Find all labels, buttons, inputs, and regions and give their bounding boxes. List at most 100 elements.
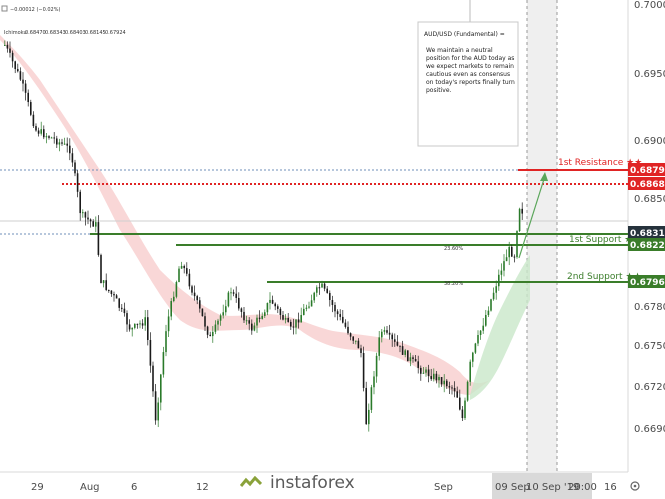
candle-body xyxy=(170,301,172,317)
candle-body xyxy=(464,400,466,419)
candle-body xyxy=(420,367,422,374)
candle-body xyxy=(375,355,378,377)
candle-body xyxy=(394,339,396,342)
candle-body xyxy=(277,306,279,309)
candlestick-series xyxy=(4,40,523,432)
candle-body xyxy=(105,280,107,290)
price-tag-support-2 xyxy=(628,275,665,288)
candle-body xyxy=(144,317,146,326)
indicator-value: 0.68145 xyxy=(85,30,106,36)
candle-body xyxy=(469,361,471,382)
candle-body xyxy=(422,372,425,374)
forecast-arrow xyxy=(518,175,546,259)
candle-body xyxy=(227,292,230,307)
candle-body xyxy=(258,317,261,319)
candle-body xyxy=(232,292,235,294)
candle-body xyxy=(212,331,214,337)
time-tick: 09 Sep xyxy=(495,482,530,493)
fib-label: 38.20% xyxy=(444,281,463,287)
candle-body xyxy=(516,231,518,258)
candle-body xyxy=(297,319,300,323)
candle-body xyxy=(9,48,11,53)
candle-body xyxy=(308,306,310,308)
candle-body xyxy=(357,340,360,349)
candle-body xyxy=(334,304,336,312)
candle-body xyxy=(451,387,453,389)
candle-body xyxy=(160,374,162,403)
candle-body xyxy=(482,325,484,331)
price-tag-text: 0.67961 xyxy=(630,278,665,288)
indicator-value: 0.68343 xyxy=(45,30,66,36)
candle-body xyxy=(100,254,102,284)
fib-label: 23.60% xyxy=(444,246,463,252)
candle-body xyxy=(513,256,516,258)
candle-body xyxy=(71,153,74,163)
candle-body xyxy=(381,331,383,338)
note-title: AUD/USD (Fundamental) = xyxy=(424,31,505,38)
ichimoku-cloud-bull xyxy=(470,255,530,400)
price-tag-text: 0.68797 xyxy=(630,166,665,176)
candle-body xyxy=(399,345,401,347)
candle-body xyxy=(425,369,427,373)
candle-body xyxy=(225,306,227,313)
candle-body xyxy=(152,365,154,392)
candle-body xyxy=(433,373,435,380)
candle-body xyxy=(342,316,344,323)
candle-body xyxy=(30,102,32,115)
candle-body xyxy=(331,300,334,305)
price-tick: 0.69500 xyxy=(634,69,665,80)
candle-body xyxy=(386,330,388,333)
candle-body xyxy=(92,221,94,227)
price-tag-support-1 xyxy=(628,238,665,251)
candle-body xyxy=(123,308,126,314)
candle-body xyxy=(128,324,131,330)
candle-body xyxy=(427,369,430,377)
candle-body xyxy=(136,323,139,325)
candle-body xyxy=(303,308,305,315)
candle-body xyxy=(479,330,482,335)
note-line: we expect markets to remain xyxy=(426,63,514,70)
candle-body xyxy=(238,297,240,309)
candle-body xyxy=(459,397,461,410)
candle-body xyxy=(290,321,292,327)
price-tick: 0.67800 xyxy=(634,302,665,313)
candle-body xyxy=(201,308,204,317)
candle-body xyxy=(35,126,37,131)
time-tick: 10 Sep '19 xyxy=(526,482,579,493)
candle-body xyxy=(53,137,55,139)
candle-body xyxy=(121,307,123,309)
candle-body xyxy=(339,314,341,317)
candle-body xyxy=(256,317,258,326)
candle-body xyxy=(407,350,409,362)
candle-body xyxy=(378,337,380,356)
time-axis[interactable]: 29 Aug 6 12 Sep 09 Sep 10 Sep '19 20:00 … xyxy=(31,473,640,499)
collapse-icon[interactable] xyxy=(1,5,8,12)
settings-gear-icon[interactable] xyxy=(630,481,640,491)
candle-body xyxy=(313,292,315,301)
candle-body xyxy=(505,257,508,262)
candle-body xyxy=(126,313,128,325)
candle-body xyxy=(76,173,79,192)
time-tick: 6 xyxy=(131,482,137,493)
candle-body xyxy=(149,339,152,366)
fundamental-note[interactable]: AUD/USD (Fundamental) = We maintain a ne… xyxy=(417,0,519,147)
candle-body xyxy=(443,380,445,385)
price-tag-text: 0.68687 xyxy=(630,180,665,190)
candle-body xyxy=(414,359,417,362)
candle-body xyxy=(500,270,503,275)
candle-body xyxy=(209,334,211,337)
instaforex-logo-icon xyxy=(240,476,262,490)
candle-body xyxy=(82,212,84,214)
candle-body xyxy=(204,316,206,327)
price-tick: 0.68500 xyxy=(634,194,665,205)
price-axis[interactable]: 0.70000 0.69500 0.69000 0.68500 0.67800 … xyxy=(634,0,665,435)
candle-body xyxy=(251,323,253,331)
price-tick: 0.66900 xyxy=(634,424,665,435)
candle-body xyxy=(282,314,284,320)
candle-body xyxy=(352,336,354,341)
candle-body xyxy=(74,162,76,174)
candle-body xyxy=(17,69,19,72)
candle-body xyxy=(253,325,256,331)
